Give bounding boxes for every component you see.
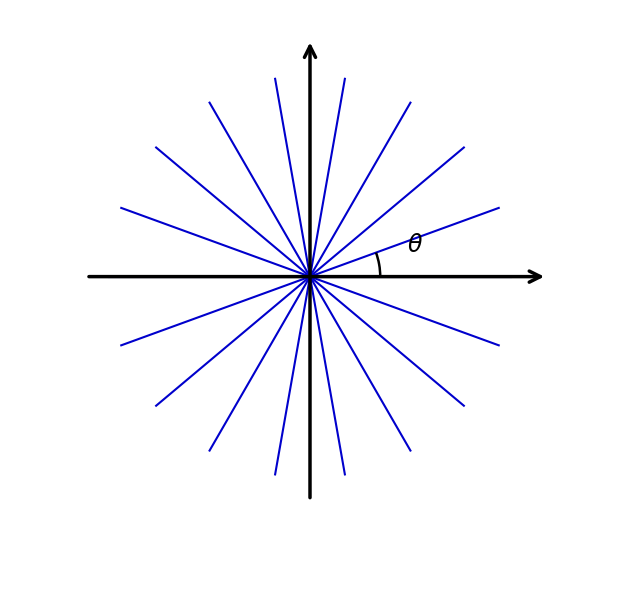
Text: $\theta$: $\theta$	[407, 235, 423, 258]
